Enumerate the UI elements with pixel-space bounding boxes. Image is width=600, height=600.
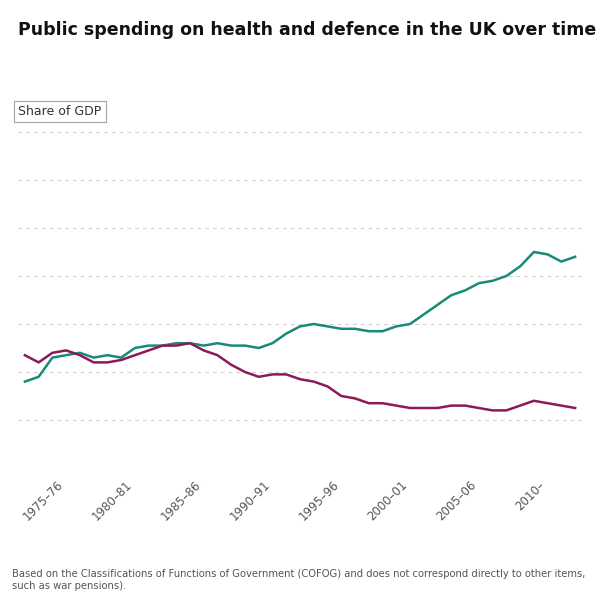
Text: Share of GDP: Share of GDP (18, 105, 101, 118)
Text: Based on the Classifications of Functions of Government (COFOG) and does not cor: Based on the Classifications of Function… (12, 569, 586, 591)
Text: Public spending on health and defence in the UK over time: Public spending on health and defence in… (18, 21, 596, 39)
